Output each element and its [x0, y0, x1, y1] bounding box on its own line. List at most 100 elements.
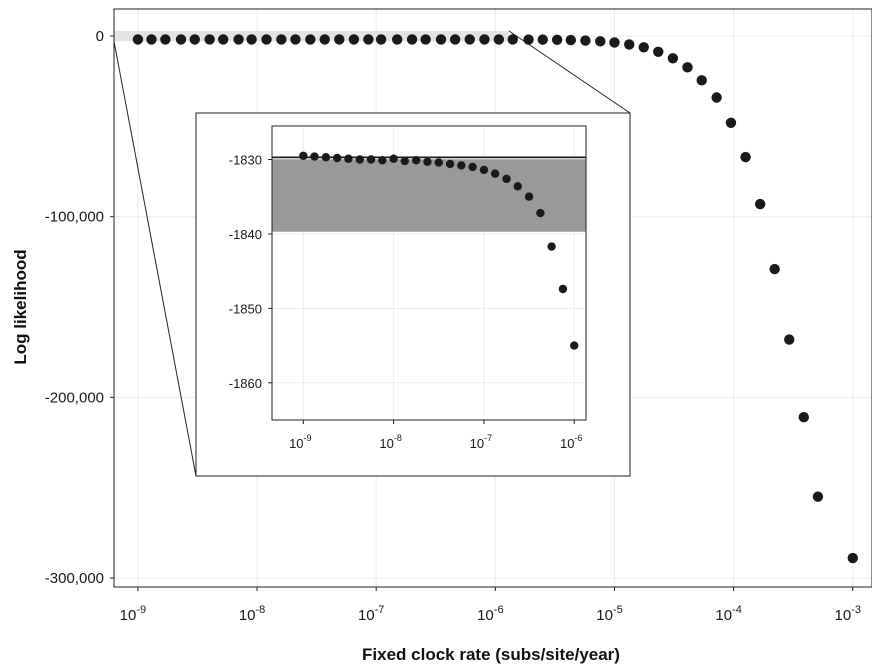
main-points [132, 34, 858, 564]
x-tick-exponent: -7 [484, 433, 492, 443]
data-point [479, 165, 489, 175]
x-tick-exponent: -8 [256, 604, 266, 616]
data-point [537, 34, 548, 45]
data-point [175, 34, 187, 45]
data-point [565, 34, 577, 46]
x-tick-label: 10-7 [358, 604, 384, 624]
x-tick-base: 10 [358, 607, 375, 624]
x-tick-exponent: -6 [574, 433, 582, 443]
data-point [332, 153, 342, 163]
data-point [204, 34, 215, 45]
data-point [653, 46, 664, 58]
x-tick-label: 10-5 [596, 604, 622, 624]
y-tick-label: -300,000 [45, 570, 104, 587]
main-y-tick-labels: 0 -100,000 -200,000 -300,000 [45, 28, 114, 587]
data-point [479, 34, 490, 45]
data-point [334, 34, 345, 45]
x-tick-label: 10-7 [470, 433, 492, 451]
data-point [490, 169, 500, 178]
data-point [523, 34, 534, 45]
data-point [682, 62, 693, 73]
y-tick-label: -1850 [229, 301, 262, 316]
y-tick-label: -1860 [229, 376, 262, 391]
data-point [246, 34, 257, 45]
x-tick-base: 10 [379, 436, 393, 451]
data-point [435, 34, 447, 45]
y-tick-label: -1840 [229, 227, 262, 242]
data-point [261, 34, 272, 45]
data-point [558, 284, 568, 294]
x-tick-base: 10 [596, 607, 613, 624]
data-point [847, 552, 858, 564]
data-point [420, 34, 431, 45]
data-point [299, 151, 308, 160]
x-tick-exponent: -3 [851, 604, 861, 616]
x-tick-exponent: -9 [136, 604, 146, 616]
data-point [457, 161, 466, 170]
data-point [290, 34, 301, 45]
x-tick-exponent: -5 [613, 604, 623, 616]
y-tick-label: -100,000 [45, 209, 104, 226]
data-point [391, 34, 403, 45]
inset-band-layer [272, 156, 586, 232]
y-tick-label: 0 [96, 28, 104, 45]
data-point [638, 42, 649, 53]
x-tick-base: 10 [239, 607, 256, 624]
y-axis-title: Log likelihood [11, 249, 30, 364]
inset-x-tick-labels: 10-9 10-8 10-7 10-6 [289, 420, 582, 451]
data-point [624, 39, 635, 50]
inset-chart: -1830-1840-1850-1860 10-9 10-8 10-7 10-6 [195, 112, 631, 477]
data-point [366, 155, 376, 164]
data-point [769, 263, 780, 275]
data-point [468, 162, 477, 172]
x-tick-label: 10-9 [289, 433, 311, 451]
data-point [502, 174, 511, 184]
x-tick-base: 10 [289, 436, 303, 451]
x-tick-label: 10-9 [120, 604, 146, 624]
y-tick-label: -200,000 [45, 389, 104, 406]
likelihood-band [272, 158, 586, 232]
data-point [378, 156, 387, 165]
data-point [355, 155, 364, 164]
data-point [551, 34, 563, 45]
data-point [754, 198, 766, 210]
x-tick-exponent: -9 [304, 433, 312, 443]
data-point [132, 34, 144, 45]
x-tick-exponent: -4 [732, 604, 742, 616]
data-point [524, 192, 534, 201]
data-point [547, 242, 556, 251]
data-point [233, 34, 244, 45]
data-point [363, 34, 374, 45]
inset-y-tick-labels: -1830 -1840 -1850 -1860 [229, 152, 272, 391]
data-point [310, 152, 319, 161]
data-point [406, 34, 418, 45]
data-point [740, 151, 751, 163]
x-tick-exponent: -6 [494, 604, 504, 616]
data-point [513, 182, 522, 191]
x-tick-base: 10 [477, 607, 494, 624]
data-point [146, 34, 157, 45]
data-point [189, 34, 200, 45]
x-tick-label: 10-4 [715, 604, 741, 624]
x-tick-base: 10 [715, 607, 732, 624]
data-point [667, 53, 679, 64]
x-tick-label: 10-6 [477, 604, 503, 624]
x-tick-exponent: -8 [394, 433, 402, 443]
data-point [348, 34, 360, 45]
x-tick-label: 10-6 [560, 433, 582, 451]
x-tick-base: 10 [560, 436, 574, 451]
zoom-line-right [508, 30, 631, 114]
data-point [375, 34, 387, 45]
x-tick-label: 10-8 [239, 604, 265, 624]
data-point [493, 34, 505, 45]
zoom-connector-lines [113, 30, 631, 477]
data-point [580, 35, 591, 46]
data-point [305, 34, 316, 45]
inset-points [299, 151, 579, 350]
x-tick-base: 10 [120, 607, 137, 624]
x-tick-label: 10-8 [379, 433, 401, 451]
data-point [507, 34, 518, 45]
data-point [536, 208, 545, 218]
data-point [449, 34, 461, 45]
data-point [218, 34, 229, 45]
